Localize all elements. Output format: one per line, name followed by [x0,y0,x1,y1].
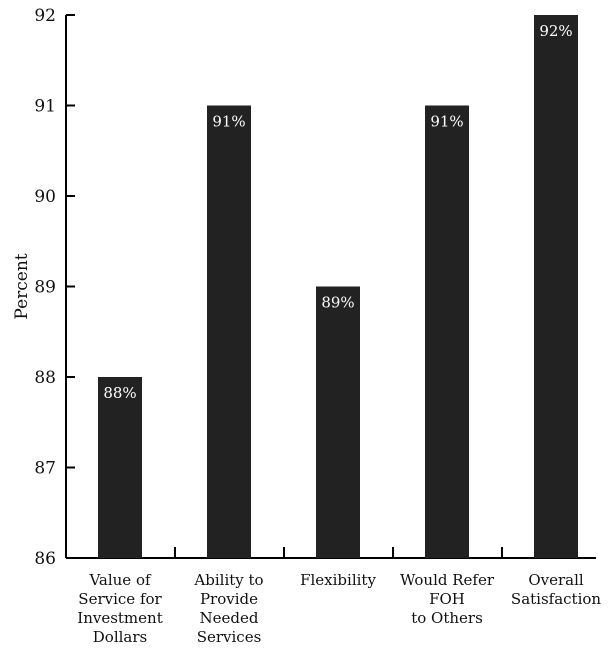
x-category-label: Overall Satisfaction [511,571,601,608]
y-tick-label: 88 [34,368,56,388]
y-tick-label: 90 [34,187,56,207]
x-category-label-line: Overall [528,571,584,589]
y-tick-label: 91 [34,97,56,117]
x-category-label-line: Needed [200,609,259,627]
x-category-label: Ability to Provide Needed Services [193,571,263,646]
data-label: 89% [321,294,354,312]
x-category-label-line: Service for [78,590,162,608]
data-label: 92% [539,22,572,40]
y-tick-label: 92 [34,6,56,26]
x-category-label-line: Ability to [193,571,263,589]
x-category-label-line: Investment [77,609,162,627]
bar [316,286,360,558]
x-category-label-line: to Others [411,609,483,627]
y-tick-label: 87 [34,459,56,479]
x-category-label: Flexibility [300,571,376,589]
bar [98,377,142,558]
data-labels: 88% 91% 89% 91% 92% [103,22,572,402]
y-tick-label: 86 [34,549,56,569]
x-category-label-line: FOH [429,590,465,608]
x-category-label-line: Value of [88,571,152,589]
bars [98,15,578,558]
x-axis: Value of Service for Investment Dollars Abil… [66,547,601,646]
y-tick-label: 89 [34,278,56,298]
bar [207,105,251,558]
x-category-label-line: Satisfaction [511,590,601,608]
x-category-label-line: Provide [200,590,258,608]
x-category-label-line: Dollars [93,628,147,646]
y-axis: 86 87 88 89 90 91 92 [34,6,75,569]
x-category-label-line: Would Refer [400,571,495,589]
data-label: 91% [212,113,245,131]
bar [534,15,578,558]
x-category-label: Value of Service for Investment Dollars [77,571,162,646]
bar [425,105,469,558]
data-label: 91% [430,113,463,131]
y-axis-title: Percent [12,253,32,319]
data-label: 88% [103,384,136,402]
x-category-label-line: Services [197,628,262,646]
x-category-label: Would Refer FOH to Others [400,571,495,627]
x-category-label-line: Flexibility [300,571,376,589]
